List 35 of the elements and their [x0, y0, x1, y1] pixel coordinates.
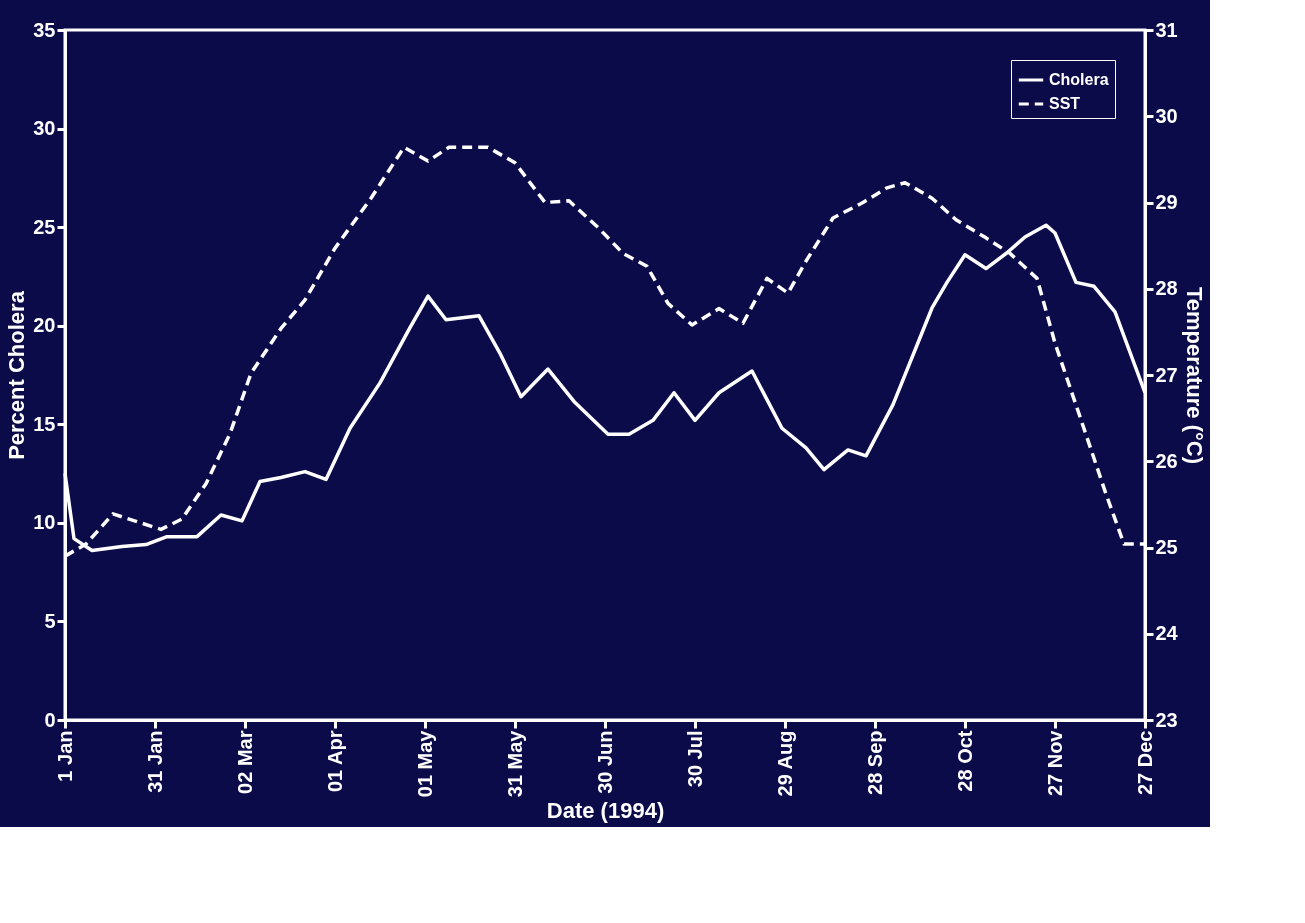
legend-label: Cholera	[1049, 71, 1109, 88]
x-axis-title: Date (1994)	[546, 798, 665, 824]
x-tick-label: 02 Mar	[233, 730, 256, 794]
y2-tick-label: 26	[1155, 449, 1178, 472]
x-tick-label: 27 Dec	[1133, 730, 1156, 795]
y-axis-title: Percent Cholera	[4, 290, 30, 460]
y-tick-label: 10	[33, 511, 56, 534]
y-tick-label: 20	[33, 314, 56, 337]
y2-tick-label: 29	[1155, 191, 1178, 213]
y2-tick-label: 25	[1155, 536, 1178, 558]
x-tick-label: 01 May	[413, 729, 436, 798]
y2-tick-label: 24	[1155, 622, 1179, 645]
x-tick-label: 31 May	[503, 729, 526, 798]
y2-tick-label: 27	[1155, 363, 1178, 386]
x-tick-label: 27 Nov	[1043, 729, 1066, 797]
y2-tick-label: 31	[1155, 18, 1178, 41]
y-tick-label: 35	[33, 18, 56, 41]
x-tick-label: 30 Jun	[593, 730, 616, 794]
x-tick-label: 30 Jul	[683, 730, 706, 788]
y2-tick-label: 23	[1155, 708, 1178, 731]
y-tick-label: 15	[33, 412, 56, 435]
x-tick-label: 28 Sep	[863, 730, 886, 795]
y-tick-label: 5	[44, 609, 56, 632]
x-tick-label: 28 Oct	[953, 730, 976, 792]
x-tick-label: 01 Apr	[323, 730, 346, 793]
y-tick-label: 25	[33, 215, 56, 238]
x-tick-label: 31 Jan	[143, 730, 166, 793]
y-tick-label: 30	[33, 117, 56, 140]
x-tick-label: 29 Aug	[773, 730, 796, 797]
y2-tick-label: 28	[1155, 277, 1178, 300]
y2-tick-label: 30	[1155, 104, 1178, 127]
y-tick-label: 0	[44, 708, 56, 731]
x-tick-label: 1 Jan	[53, 730, 76, 782]
y2-axis-title: Temperature (°C)	[1181, 286, 1207, 465]
legend-label: SST	[1049, 95, 1081, 112]
